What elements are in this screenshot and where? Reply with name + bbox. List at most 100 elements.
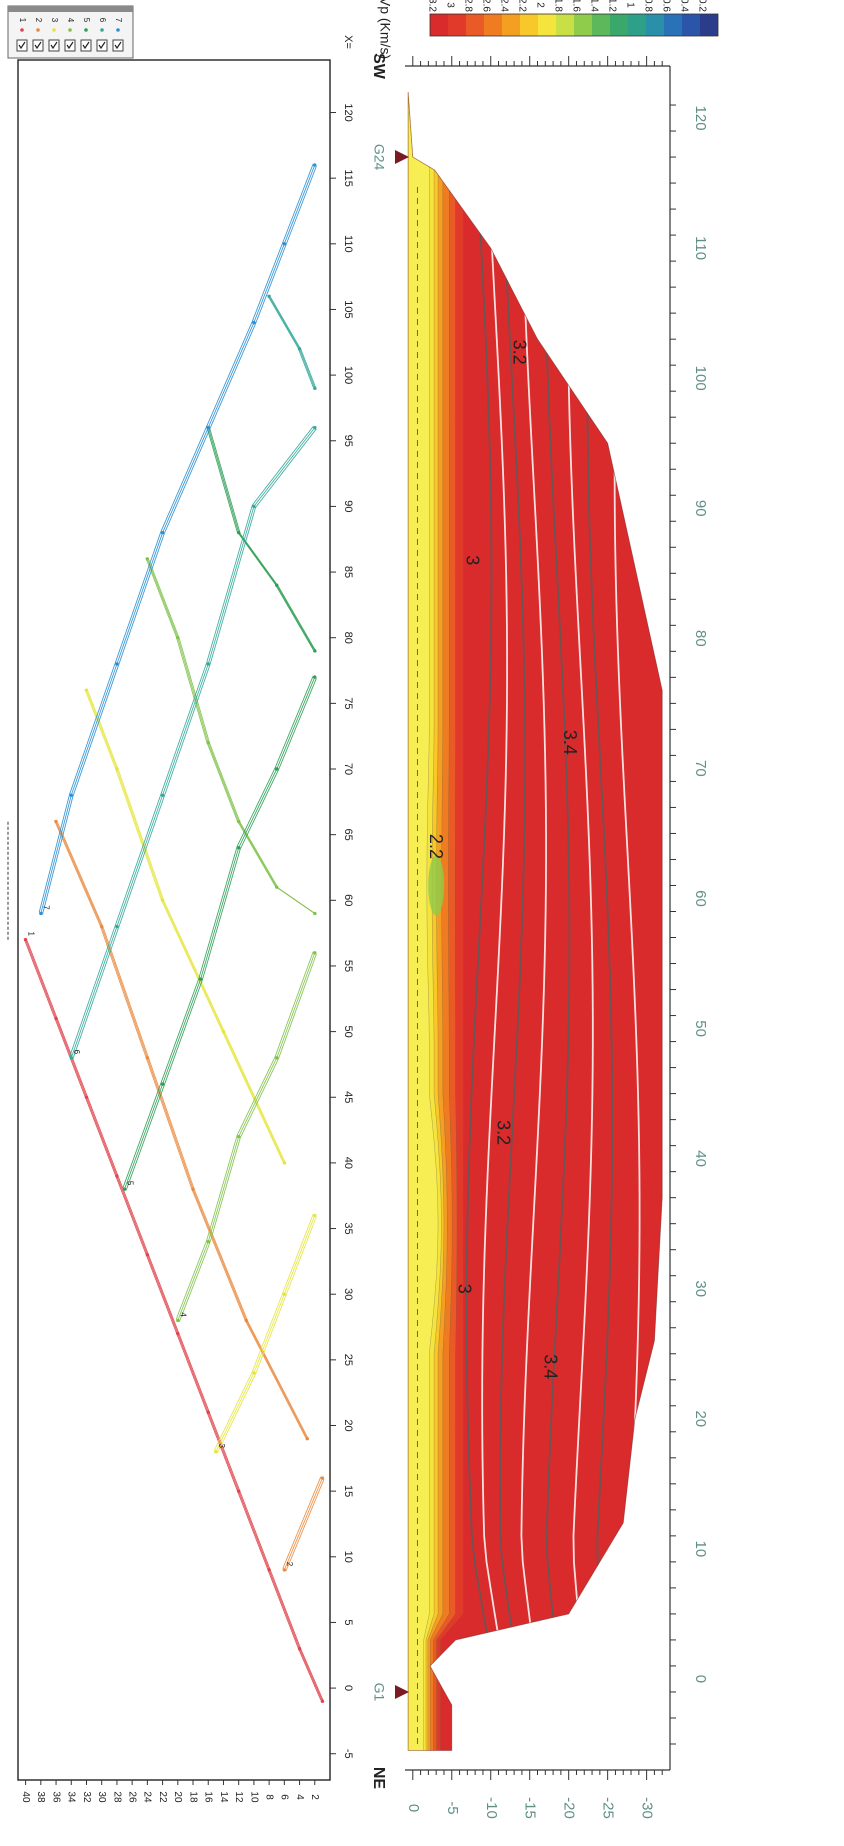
colorbar-tick-label: 1.4: [588, 0, 599, 12]
data-point: [146, 1056, 149, 1059]
y-tick-label: 36: [50, 1791, 61, 1803]
x-tick-label: 50: [692, 1020, 709, 1037]
x-tick-label: 0: [692, 1675, 709, 1683]
x-tick-label: 90: [342, 500, 354, 512]
data-point: [191, 1187, 194, 1190]
colorbar-swatch: [646, 14, 664, 36]
data-point: [115, 767, 118, 770]
legend-titlebar: [8, 6, 133, 12]
geophone-label: G24: [371, 144, 387, 171]
x-tick-label: 120: [692, 106, 709, 131]
y-tick-label: 22: [157, 1791, 168, 1803]
x-tick-label: 15: [342, 1485, 354, 1497]
legend-entry-label: 6: [98, 18, 107, 23]
x-tick-label: 40: [692, 1150, 709, 1167]
colorbar-tick-label: 3.2: [426, 0, 437, 12]
depth-tick-label: -20: [561, 1797, 578, 1819]
plot-frame: [18, 60, 330, 1780]
data-point: [321, 1476, 324, 1479]
colorbar-label: Vp (Km/s): [377, 0, 393, 59]
contour-label: 3: [463, 555, 483, 565]
data-point: [267, 1568, 270, 1571]
data-point: [237, 1489, 240, 1492]
contour-label: 3.2: [509, 340, 529, 365]
x-tick-label: 35: [342, 1222, 354, 1234]
x-tick-label: 55: [342, 960, 354, 972]
data-point: [199, 977, 202, 980]
colorbar-tick-label: 2.6: [480, 0, 491, 12]
colorbar-swatch: [700, 14, 718, 36]
data-point: [252, 1371, 255, 1374]
data-point: [85, 689, 88, 692]
data-point: [313, 387, 316, 390]
geophone-marker-icon: [395, 150, 409, 164]
legend-marker: [116, 28, 120, 32]
colorbar-tick-label: 2.4: [498, 0, 509, 12]
data-point: [283, 1161, 286, 1164]
colorbar-swatch: [574, 14, 592, 36]
colorbar-swatch: [466, 14, 484, 36]
contour-label: 2.2: [426, 834, 446, 859]
legend-entry-label: 2: [34, 18, 43, 23]
data-point: [275, 1056, 278, 1059]
x-tick-label: 10: [342, 1551, 354, 1563]
data-point: [207, 1240, 210, 1243]
data-point: [146, 557, 149, 560]
low-velocity-zone: [428, 855, 444, 915]
colorbar-tick-label: 1: [624, 2, 635, 8]
legend-entry-label: 1: [18, 18, 27, 23]
data-point: [245, 1319, 248, 1322]
shot-label: 4: [179, 1312, 188, 1317]
x-tick-label: 80: [342, 632, 354, 644]
colorbar-tick-label: 0.8: [642, 0, 653, 12]
x-tick-label: 80: [692, 630, 709, 647]
data-point: [161, 1082, 164, 1085]
y-tick-label: 12: [233, 1791, 244, 1803]
y-tick-label: 8: [263, 1794, 274, 1800]
data-point: [222, 1030, 225, 1033]
geophone-marker-icon: [395, 1685, 409, 1699]
data-point: [313, 951, 316, 954]
y-tick-label: 30: [96, 1791, 107, 1803]
shot-label: 3: [217, 1444, 226, 1449]
legend-marker: [20, 28, 24, 32]
depth-tick-label: -15: [522, 1797, 539, 1819]
data-point: [313, 675, 316, 678]
legend-marker: [52, 28, 56, 32]
data-point: [207, 1411, 210, 1414]
colorbar-tick-label: 0.6: [660, 0, 671, 12]
data-point: [207, 741, 210, 744]
data-point: [70, 1056, 73, 1059]
data-point: [115, 662, 118, 665]
y-tick-label: 4: [294, 1794, 305, 1800]
colorbar-swatch: [592, 14, 610, 36]
data-point: [298, 1647, 301, 1650]
data-point: [100, 925, 103, 928]
data-point: [321, 1700, 324, 1703]
colorbar-tick-label: 1.8: [552, 0, 563, 12]
colorbar-tick-label: 2.2: [516, 0, 527, 12]
x-tick-label: 20: [342, 1419, 354, 1431]
data-point: [275, 767, 278, 770]
data-point: [161, 899, 164, 902]
data-point: [267, 295, 270, 298]
depth-tick-label: -5: [444, 1801, 461, 1814]
data-point: [115, 1174, 118, 1177]
x-tick-label: 25: [342, 1354, 354, 1366]
y-tick-label: 2: [309, 1794, 320, 1800]
data-point: [85, 1096, 88, 1099]
x-tick-label: 100: [342, 366, 354, 384]
data-point: [313, 649, 316, 652]
depth-tick-label: -10: [483, 1797, 500, 1819]
data-point: [176, 1319, 179, 1322]
colorbar: 3.2 3 2.8 2.6 2.4 2.2 2 1.8 1.6 1.4 1.2 1 0.8 0.6 0.4 0…: [377, 0, 718, 59]
x-tick-label: 90: [692, 500, 709, 517]
contour-label: 3.2: [494, 1120, 514, 1145]
shot-label: 2: [285, 1562, 294, 1567]
x-tick-label: 60: [692, 890, 709, 907]
y-tick-label: 32: [81, 1791, 92, 1803]
data-point: [214, 1450, 217, 1453]
colorbar-tick-label: 2: [534, 2, 545, 8]
legend-entry-label: 7: [114, 18, 123, 23]
traveltime-plot: -505101520253035404550556065707580859095…: [8, 6, 354, 1803]
